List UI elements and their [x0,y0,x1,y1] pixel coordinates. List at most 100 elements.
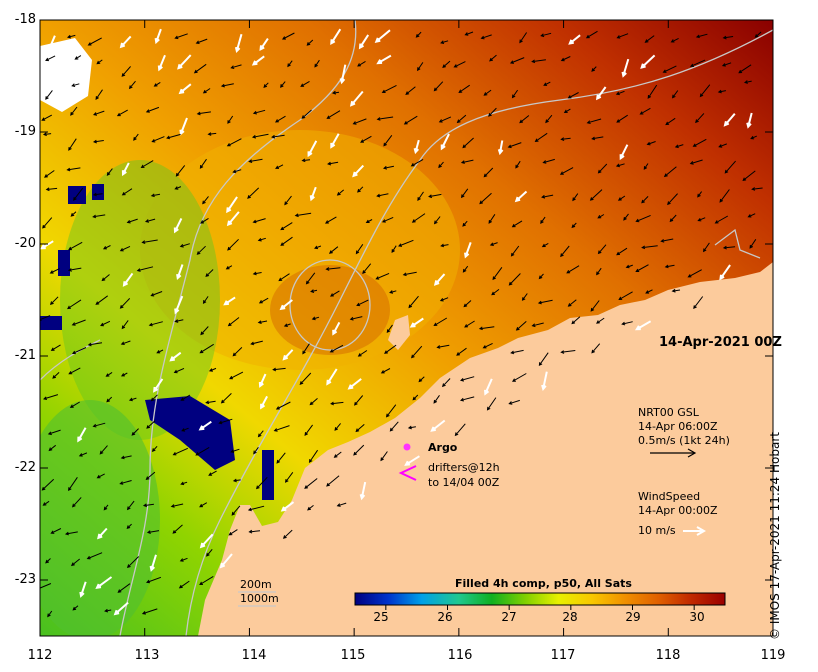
island [388,315,410,350]
current-vector [462,265,469,273]
current-vector [738,64,752,74]
current-vector [282,529,293,539]
current-vector [507,142,522,149]
current-vector [96,59,103,65]
current-vector [398,239,414,247]
wind-vector [219,553,233,569]
wind-vector [154,28,162,45]
lon-label: 114 [241,648,267,663]
current-vector [687,269,702,278]
current-vector [272,367,286,372]
current-vector [70,106,78,116]
current-vector [560,350,576,354]
argo-label: Argo [428,441,458,454]
current-vector [100,320,111,327]
wind-vector [404,455,420,466]
current-vector [385,404,397,418]
current-vector [616,33,629,39]
current-vector [492,267,503,281]
current-vector [754,31,762,38]
current-vector [519,32,528,44]
current-vector [329,290,340,297]
current-vector [278,273,290,282]
wind-vector [198,420,212,431]
current-vector [50,528,62,534]
current-vector [597,163,608,174]
current-vector [247,505,265,512]
current-vector [146,420,156,429]
argo-symbol [403,443,411,451]
lon-label: 117 [550,648,576,663]
current-vector [714,215,729,224]
current-vector [200,326,209,336]
current-vector [227,115,234,124]
wind-vector [178,83,192,95]
current-vector [585,30,598,39]
colorbar-tick-label: 26 [437,610,453,624]
current-vector [121,188,133,196]
current-vector [747,213,756,218]
current-vector [531,59,546,64]
current-vector [689,59,706,67]
current-vector [718,143,727,148]
current-vector [515,160,521,169]
current-vector [717,89,726,94]
current-vector [438,116,452,123]
current-vector [489,242,498,246]
current-vector [49,296,59,306]
current-vector [571,222,577,229]
current-vector [273,425,290,432]
current-vector [44,170,55,178]
wind-vector [223,296,236,306]
wind-vector [339,64,347,85]
current-vector [541,194,554,199]
current-vector [275,164,284,169]
current-vector [328,246,339,254]
current-vector [247,187,260,199]
current-vector [433,81,444,92]
current-vector [275,401,291,410]
current-vector [508,273,521,286]
current-vector [68,241,83,251]
current-vector [411,213,426,223]
current-vector [178,580,190,589]
current-vector [252,271,262,276]
current-vector [515,321,527,331]
current-vector [87,342,103,347]
current-vector [208,367,217,372]
current-vector [308,449,319,463]
lon-label: 119 [760,648,786,663]
current-vector [695,33,708,39]
current-vector [252,218,266,224]
current-vector [703,242,710,253]
current-vector [438,161,444,169]
current-vector [442,60,451,69]
current-vector [150,193,161,198]
current-vector [538,273,544,280]
current-vector [541,242,549,248]
current-vector [440,40,449,44]
wind-vector [723,113,736,127]
current-vector [412,394,419,401]
current-vector [456,347,467,356]
current-vector [71,347,87,355]
current-vector [751,187,763,191]
current-vector [193,63,207,74]
current-vector [257,237,266,242]
current-vector [133,133,139,141]
current-vector [458,84,470,93]
current-vector [300,80,310,87]
current-vector [639,107,651,115]
current-vector [436,344,450,349]
current-vector [86,552,103,560]
current-vector [521,293,528,301]
map-timestamp: 14-Apr-2021 00Z [659,335,782,350]
current-vector [663,166,677,178]
current-vector [511,220,523,228]
warm-patch [270,265,390,355]
wind-vector [259,38,269,52]
current-vector [365,219,373,223]
current-vector [228,529,238,536]
current-vector [199,343,214,354]
current-vector [380,451,388,462]
